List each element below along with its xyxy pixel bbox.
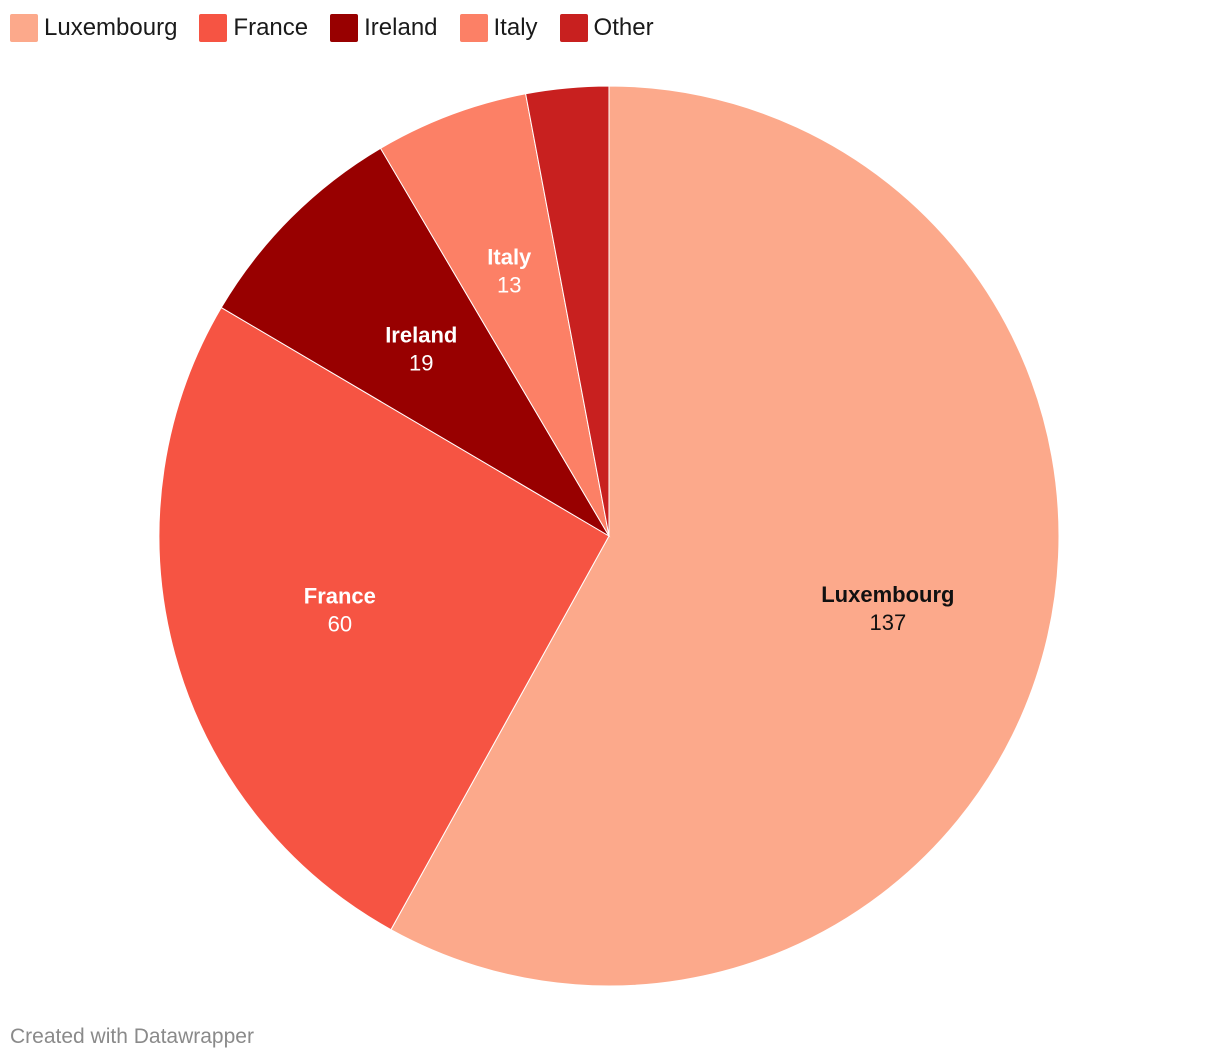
legend-label-france: France [233,14,309,41]
slice-label-france: France [304,583,376,608]
legend-label-luxembourg: Luxembourg [44,14,178,41]
pie-slice-ireland [220,147,611,538]
legend-label-italy: Italy [493,14,538,41]
legend-item-france: France [199,14,308,42]
pie-slice-other [525,85,610,537]
slice-value-italy: 13 [497,273,521,298]
slice-value-luxembourg: 137 [869,610,906,635]
legend-label-ireland: Ireland [364,14,438,41]
slice-value-france: 60 [328,611,352,636]
pie-slice-france [158,306,610,931]
legend-swatch-luxembourg [10,14,38,42]
slice-value-ireland: 19 [409,350,433,375]
legend-label-other: Other [593,14,654,41]
legend-swatch-france [199,14,228,42]
legend-item-italy: Italy [459,14,538,42]
pie-slice-italy [379,93,610,537]
legend-swatch-other [559,14,588,42]
legend-item-ireland: Ireland [330,14,438,42]
legend-item-other: Other [559,14,654,42]
chart-legend: Luxembourg France Ireland Italy Other [10,13,676,43]
pie-slice-luxembourg [390,85,1060,987]
slice-label-ireland: Ireland [385,322,457,347]
legend-swatch-italy [459,14,488,42]
slice-label-italy: Italy [487,245,532,270]
legend-swatch-ireland [330,14,359,42]
legend-item-luxembourg: Luxembourg [10,14,177,42]
slice-label-luxembourg: Luxembourg [821,582,954,607]
footer-credit: Created with Datawrapper [10,1025,254,1048]
